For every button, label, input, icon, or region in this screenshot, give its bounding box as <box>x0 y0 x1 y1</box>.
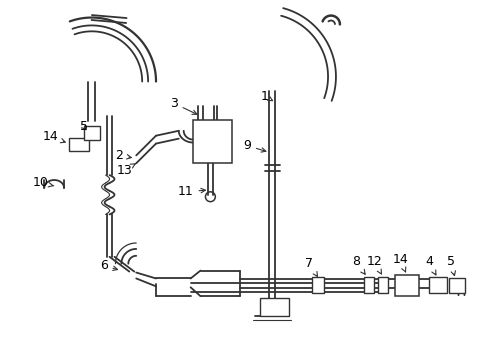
Text: 1: 1 <box>260 90 272 103</box>
FancyBboxPatch shape <box>69 138 89 152</box>
FancyBboxPatch shape <box>378 278 387 293</box>
FancyBboxPatch shape <box>363 278 373 293</box>
FancyBboxPatch shape <box>192 120 232 163</box>
Text: 8: 8 <box>351 255 365 274</box>
Text: 13: 13 <box>116 164 135 177</box>
Text: 3: 3 <box>169 97 197 114</box>
FancyBboxPatch shape <box>447 278 465 293</box>
FancyBboxPatch shape <box>259 298 289 316</box>
Text: 5: 5 <box>446 255 454 275</box>
Text: 6: 6 <box>100 259 117 272</box>
Text: 2: 2 <box>115 149 131 162</box>
Text: 5: 5 <box>80 120 88 133</box>
Text: 9: 9 <box>243 139 265 152</box>
Text: 10: 10 <box>32 176 54 189</box>
FancyBboxPatch shape <box>311 278 324 293</box>
Text: 14: 14 <box>42 130 65 143</box>
Text: 12: 12 <box>366 255 382 274</box>
FancyBboxPatch shape <box>428 278 446 293</box>
Text: 14: 14 <box>391 253 407 272</box>
Text: 11: 11 <box>178 185 205 198</box>
Text: 7: 7 <box>305 257 317 276</box>
FancyBboxPatch shape <box>394 275 418 296</box>
FancyBboxPatch shape <box>83 126 100 140</box>
Text: 4: 4 <box>424 255 435 275</box>
